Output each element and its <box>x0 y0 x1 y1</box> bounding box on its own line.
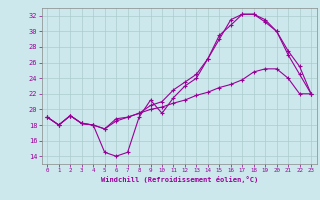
X-axis label: Windchill (Refroidissement éolien,°C): Windchill (Refroidissement éolien,°C) <box>100 176 258 183</box>
